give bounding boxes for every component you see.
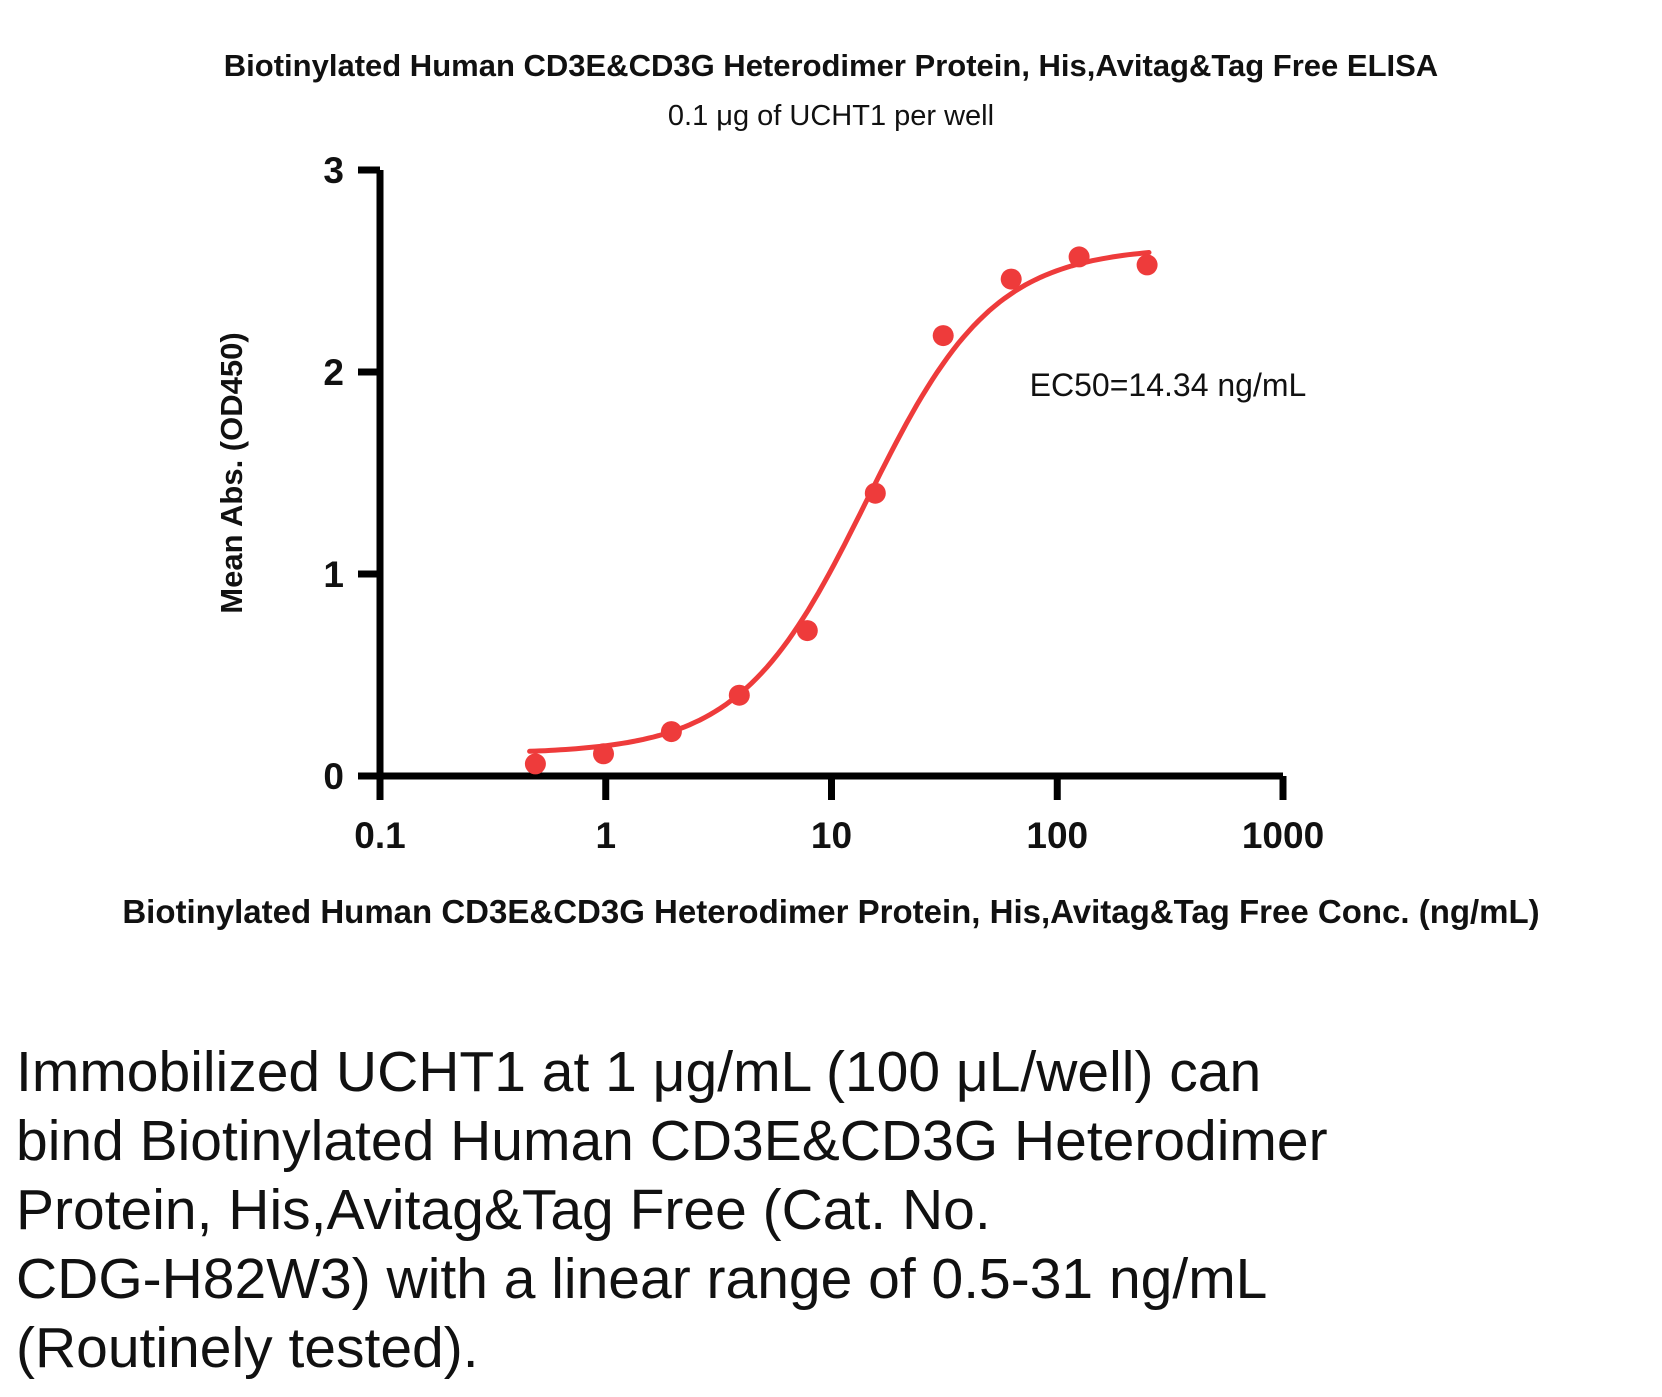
x-tick-label: 1 — [595, 815, 616, 856]
fit-curve — [527, 250, 1152, 754]
data-point — [796, 620, 818, 642]
x-tick-label: 100 — [1026, 815, 1088, 856]
data-point — [593, 743, 614, 765]
y-tick-label: 0 — [323, 756, 344, 797]
x-tick-label: 0.1 — [354, 815, 405, 856]
caption-line: Protein, His,Avitag&Tag Free (Cat. No. — [16, 1178, 991, 1242]
y-tick-label: 2 — [323, 352, 344, 393]
data-point — [660, 721, 682, 743]
chart-subtitle: 0.1 μg of UCHT1 per well — [667, 100, 995, 132]
data-point — [932, 325, 954, 347]
data-point — [1068, 246, 1090, 268]
chart-title: Biotinylated Human CD3E&CD3G Heterodimer… — [223, 48, 1439, 83]
elisa-dose-response-chart: EC50=14.34 ng/mL 0 1 2 3 0.1 1 10 100 1000 — [323, 150, 1324, 856]
ec50-annotation: EC50=14.34 ng/mL — [1030, 367, 1307, 403]
data-point — [728, 684, 750, 706]
x-axis-title: Biotinylated Human CD3E&CD3G Heterodimer… — [122, 893, 1540, 930]
data-point — [864, 482, 886, 504]
data-point — [1136, 254, 1158, 276]
caption-line: bind Biotinylated Human CD3E&CD3G Hetero… — [16, 1109, 1328, 1173]
y-tick-label: 3 — [323, 150, 344, 191]
y-tick-label: 1 — [323, 554, 344, 595]
caption-line: (Routinely tested). — [16, 1316, 479, 1380]
x-tick-label: 1000 — [1242, 815, 1324, 856]
x-tick-label: 10 — [811, 815, 852, 856]
caption-line: CDG-H82W3) with a linear range of 0.5-31… — [16, 1247, 1268, 1311]
figure-caption: Immobilized UCHT1 at 1 μg/mL (100 μL/wel… — [16, 1038, 1646, 1383]
data-point — [524, 753, 546, 775]
data-point — [1000, 268, 1022, 290]
caption-line: Immobilized UCHT1 at 1 μg/mL (100 μL/wel… — [16, 1040, 1262, 1104]
